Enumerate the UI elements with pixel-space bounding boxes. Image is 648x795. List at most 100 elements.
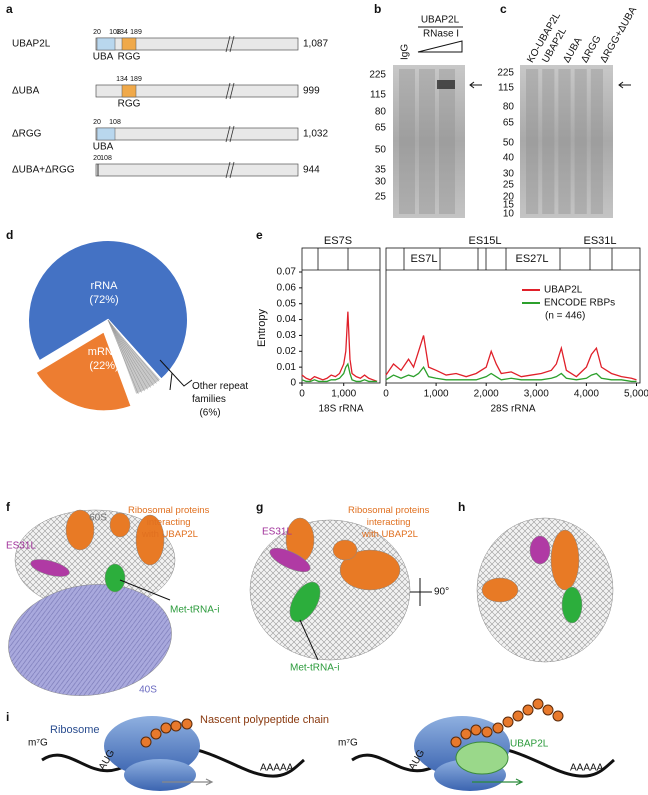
domain-label: RGG [118, 52, 141, 63]
gel-lane [399, 69, 415, 214]
amino-acid [552, 710, 564, 722]
proteins [339, 549, 401, 591]
amino-acid [170, 720, 182, 732]
structure-label: Met-tRNA-i [170, 605, 219, 616]
amino-acid [492, 722, 504, 734]
y-tick-label: 0.03 [277, 330, 297, 341]
trna [104, 563, 126, 593]
slice-value: (72%) [89, 294, 118, 306]
protein-bar [95, 37, 299, 51]
rgg-domain [121, 84, 137, 98]
proteins [135, 514, 165, 566]
ribosome-label: Ribosome [50, 724, 100, 736]
panel-letter: a [6, 2, 13, 16]
size-marker: 50 [375, 145, 387, 156]
position-label: 20 [93, 155, 101, 162]
plot-frame [301, 247, 381, 384]
panel-letter: f [6, 500, 11, 514]
slice-hatch [107, 319, 157, 384]
y-tick-label: 0.05 [277, 298, 297, 309]
y-tick-label: 0.07 [277, 267, 297, 278]
region-label: ES15L [468, 235, 501, 247]
es31l [30, 559, 70, 577]
amino-acid [542, 704, 554, 716]
amino-acid [481, 726, 493, 738]
size-marker: 65 [503, 118, 515, 129]
uba-domain [96, 127, 116, 141]
y-tick-label: 0.06 [277, 282, 297, 293]
y-tick-label: 0 [290, 378, 296, 389]
break-mark [225, 35, 235, 53]
slice-label: Other repeat families [192, 381, 251, 405]
40s-subunit [8, 584, 172, 696]
structure-label: ES31L [6, 541, 36, 552]
x-tick-label: 2,000 [474, 389, 499, 400]
size-marker: 40 [503, 153, 515, 164]
proteins [65, 509, 95, 551]
structure-label: Ribosomal proteins interacting with UBAP… [128, 505, 212, 540]
domain-label: UBA [93, 142, 114, 153]
region-label: ES27L [515, 253, 548, 265]
position-label: 20 [93, 119, 101, 126]
structure-label: 40S [139, 685, 157, 696]
trna [289, 581, 321, 623]
entropy-line [385, 365, 637, 383]
slice-hatch [107, 319, 142, 393]
rotation-label: 90° [434, 587, 449, 598]
amino-acid [150, 728, 162, 740]
slice-label: mRNA [88, 346, 121, 358]
x-tick-label: 0 [299, 389, 305, 400]
slice-hatch [107, 319, 148, 390]
protein-length: 999 [303, 86, 320, 97]
y-tick-label: 0.01 [277, 362, 297, 373]
slice-hatch [107, 319, 145, 392]
size-marker: 80 [503, 102, 515, 113]
panel-letter: e [256, 228, 263, 242]
panel-letter: b [374, 2, 381, 16]
panel-letter: h [458, 500, 465, 514]
region-label: ES7L [411, 253, 438, 265]
amino-acid [470, 724, 482, 736]
slice-value: (6%) [199, 408, 220, 419]
construct-name: UBAP2L [12, 39, 51, 50]
pointer [119, 579, 171, 601]
size-marker: 225 [497, 68, 514, 79]
slice-label: rRNA [91, 280, 119, 292]
slice-value: (22%) [89, 360, 118, 372]
gel-lane [574, 69, 587, 214]
protein-bar [95, 127, 299, 141]
size-marker: 115 [370, 90, 386, 101]
size-marker: 80 [375, 107, 387, 118]
gel-image [520, 65, 613, 218]
lane-label: IgG [400, 44, 411, 60]
panel-letter: d [6, 228, 13, 242]
small-subunit [124, 759, 196, 791]
entropy-line [301, 311, 378, 383]
x-tick-label: 1,000 [331, 389, 356, 400]
amino-acid [181, 718, 193, 730]
x-tick-label: 5,000 [624, 389, 648, 400]
construct-name: ΔUBA [12, 86, 40, 97]
arrow [618, 81, 631, 89]
band [437, 80, 455, 89]
amino-acid [502, 716, 514, 728]
rgg-domain [121, 37, 137, 51]
position-label: 189 [130, 76, 142, 83]
size-marker: 20 [503, 192, 515, 203]
construct-name: ΔUBA+ΔRGG [12, 165, 75, 176]
position-label: 108 [100, 155, 112, 162]
gel-lane [590, 69, 603, 214]
chain-label: Nascent polypeptide chain [200, 714, 329, 726]
plot-frame [385, 247, 641, 384]
position-label: 134 [116, 76, 128, 83]
pie-slice [27, 239, 189, 382]
x-tick-label: 3,000 [524, 389, 549, 400]
entropy-line [385, 335, 637, 381]
proteins [332, 539, 358, 561]
position-label: 108 [109, 119, 121, 126]
cap-label: m⁷G [28, 738, 48, 749]
pie-slice [107, 319, 163, 397]
protein-length: 1,087 [303, 39, 328, 50]
x-tick-label: 0 [383, 389, 389, 400]
break-mark [225, 82, 235, 100]
